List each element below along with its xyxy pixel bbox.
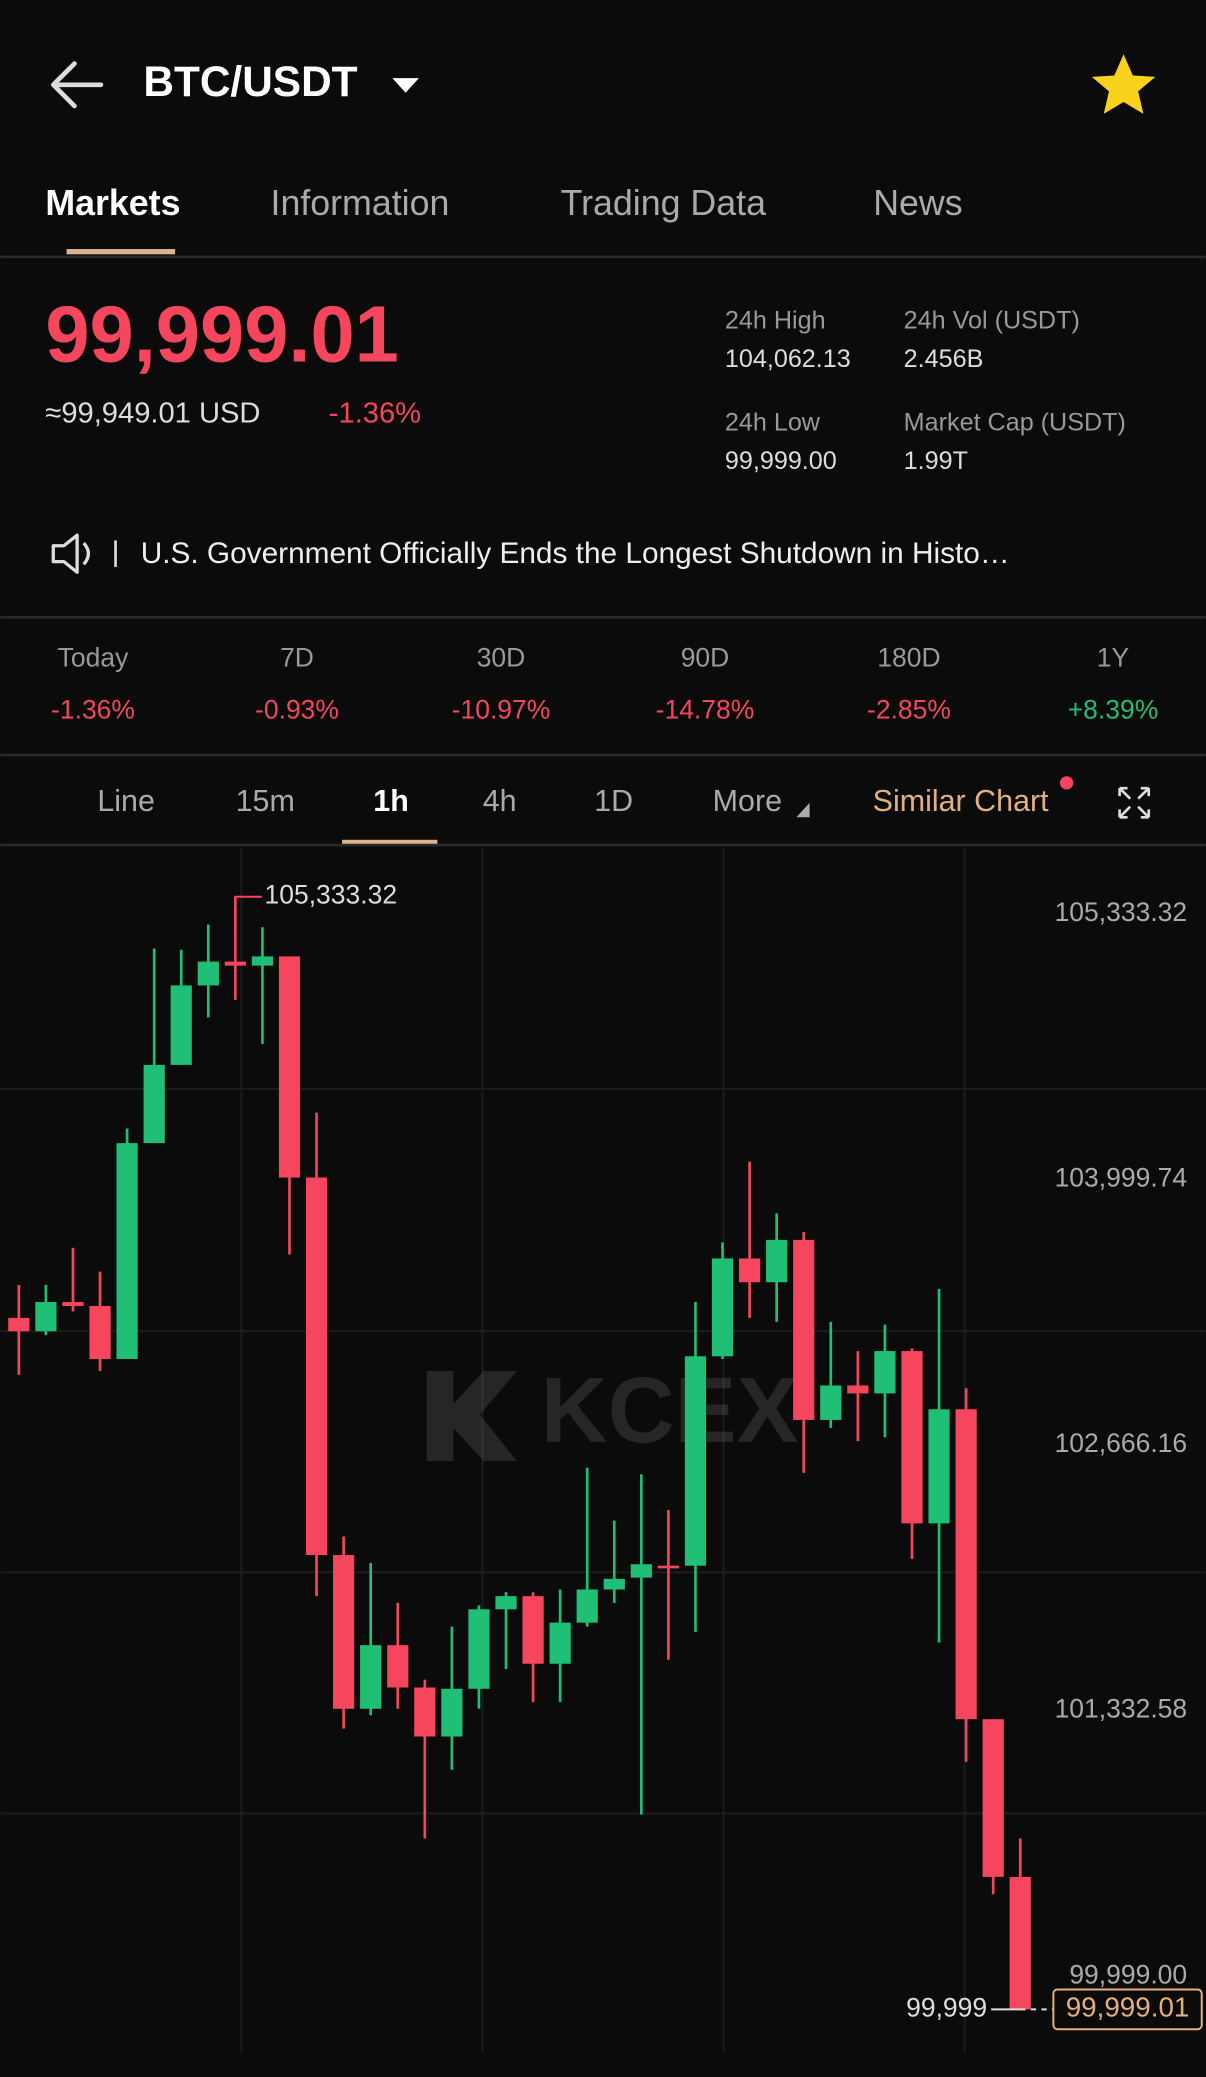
interval-tab[interactable]: 1h	[373, 784, 409, 818]
candle-body	[468, 1609, 490, 1689]
candle-body	[576, 1589, 598, 1623]
y-tick-label: 102,666.16	[1055, 1428, 1188, 1458]
candle-body	[630, 1564, 652, 1578]
y-tick-label: 103,999.74	[1055, 1163, 1188, 1193]
pair-dropdown[interactable]	[392, 78, 419, 93]
period-label: 7D	[280, 643, 314, 673]
candle-body	[522, 1596, 544, 1664]
period-change: -1.36%	[51, 694, 135, 724]
candle-body	[441, 1688, 463, 1737]
candle-body	[35, 1302, 57, 1332]
candle-body	[657, 1565, 680, 1569]
stat-value: 104,062.13	[725, 345, 851, 373]
tab-underline	[66, 249, 176, 255]
favorite-star[interactable]	[1091, 54, 1156, 114]
back-button[interactable]	[50, 61, 104, 109]
notification-dot	[1059, 776, 1074, 790]
stat-value: 1.99T	[904, 447, 968, 475]
interval-underline	[342, 839, 438, 846]
tab[interactable]: Trading Data	[561, 183, 766, 223]
candle-body	[197, 961, 219, 986]
period-change: -14.78%	[656, 694, 755, 724]
y-tick-label: 99,999.00	[1069, 1959, 1187, 1989]
candle-body	[793, 1239, 815, 1420]
watermark: KCEX	[426, 1358, 799, 1462]
candle-body	[684, 1356, 707, 1566]
candle-body	[874, 1351, 896, 1394]
more-caret	[796, 802, 810, 818]
stat-label: 24h Vol (USDT)	[904, 307, 1080, 335]
candle-body	[820, 1385, 842, 1420]
interval-tab[interactable]: Line	[97, 784, 155, 818]
candle-body	[62, 1302, 84, 1307]
period-label: 180D	[877, 643, 940, 673]
min-label: 99,999	[906, 1992, 987, 2022]
candle-body	[305, 1177, 328, 1556]
candle-body	[847, 1385, 869, 1394]
candle-body	[333, 1555, 355, 1709]
price-change: -1.36%	[329, 397, 421, 429]
period-change: -0.93%	[255, 694, 339, 724]
tab[interactable]: Markets	[45, 183, 180, 223]
candle-body	[360, 1645, 382, 1709]
last-price: 99,999.01	[45, 289, 399, 378]
candle-body	[89, 1306, 111, 1359]
interval-tab[interactable]: More	[713, 784, 782, 818]
y-tick-label: 101,332.58	[1055, 1694, 1188, 1724]
stat-value: 2.456B	[904, 345, 984, 373]
usd-price: ≈99,949.01 USD	[45, 397, 260, 429]
tab[interactable]: News	[873, 183, 962, 223]
news-icon	[51, 533, 91, 574]
interval-tab[interactable]: 15m	[236, 784, 295, 818]
period-change: +8.39%	[1068, 694, 1159, 724]
stat-label: 24h Low	[725, 409, 821, 437]
candle-body	[549, 1622, 571, 1664]
candle-body	[8, 1317, 30, 1332]
max-label: 105,333.32	[265, 880, 398, 910]
period-change: -2.85%	[867, 694, 951, 724]
last-price-box	[1052, 1988, 1203, 2031]
stat-value: 99,999.00	[725, 447, 837, 475]
candle-body	[143, 1064, 165, 1144]
candle-body	[116, 1143, 138, 1359]
candle-body	[711, 1258, 734, 1357]
candle-body	[170, 985, 192, 1065]
interval-tab[interactable]: 4h	[483, 784, 517, 818]
period-label: 30D	[477, 643, 526, 673]
y-tick-label: 105,333.32	[1055, 897, 1188, 927]
stat-label: 24h High	[725, 307, 826, 335]
candle-body	[414, 1687, 436, 1737]
candle-body	[901, 1351, 923, 1524]
max-marker-line	[234, 895, 262, 937]
candle-body	[224, 961, 246, 966]
period-change: -10.97%	[452, 694, 551, 724]
candle-body	[766, 1239, 788, 1283]
period-label: 90D	[681, 643, 730, 673]
candle-body	[603, 1578, 625, 1590]
period-label: 1Y	[1097, 643, 1130, 673]
last-price-label: 99,999.01	[1066, 1992, 1190, 2023]
candle-body	[495, 1596, 517, 1610]
candle-body	[278, 956, 301, 1178]
chart-grid	[0, 847, 1206, 2054]
fullscreen-button[interactable]	[1118, 786, 1151, 819]
news-headline[interactable]: U.S. Government Officially Ends the Long…	[141, 537, 1010, 570]
candle-body	[982, 1719, 1004, 1877]
period-label: Today	[58, 643, 129, 673]
tab[interactable]: Information	[271, 183, 450, 223]
stat-label: Market Cap (USDT)	[904, 409, 1126, 437]
candle-body	[1009, 1876, 1031, 2010]
pair-title[interactable]: BTC/USDT	[143, 58, 357, 105]
candle-body	[928, 1409, 950, 1524]
candle-body	[739, 1258, 761, 1283]
candle-body	[387, 1645, 409, 1688]
watermark-text: KCEX	[541, 1358, 799, 1462]
similar-chart-button[interactable]: Similar Chart	[873, 784, 1050, 818]
interval-tab[interactable]: 1D	[594, 784, 633, 818]
candle-body	[955, 1409, 977, 1720]
candle-body	[251, 956, 274, 966]
